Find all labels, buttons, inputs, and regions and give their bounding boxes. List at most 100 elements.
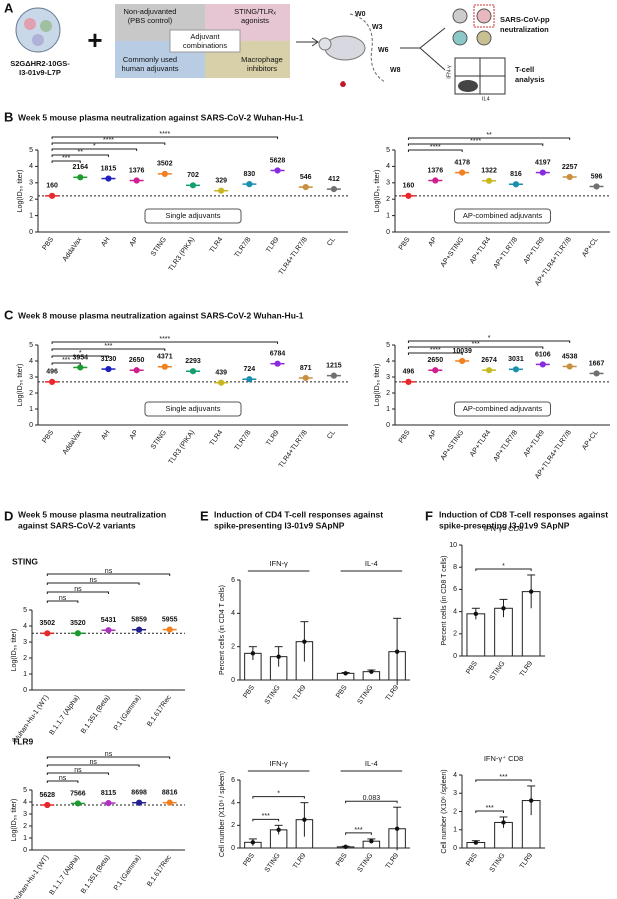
significance-label: **** <box>159 336 170 343</box>
y-tick-label: 10 <box>449 542 457 549</box>
y-axis-label: Log(ID₅₀ titer) <box>11 629 18 672</box>
legend-box-label: AP-combined adjuvants <box>463 211 542 220</box>
label: W6 <box>378 47 389 54</box>
x-tick-label: TLR3 (PIKA) <box>168 429 196 466</box>
significance-bracket <box>51 341 279 344</box>
value-label: 3520 <box>70 620 86 627</box>
y-axis-label: Log(ID₅₀ titer) <box>17 364 24 407</box>
value-label: 2293 <box>185 358 201 365</box>
section-title: spike-presenting I3-01v9 SApNP <box>439 520 570 530</box>
dot <box>218 187 225 194</box>
significance-bracket <box>46 764 140 767</box>
x-tick-label: TLR9 <box>265 429 281 447</box>
group-label: IL-4 <box>365 559 378 568</box>
y-tick-label: 5 <box>23 787 27 794</box>
x-tick-label: Wuhan-Hu-1 (WT) <box>12 854 50 899</box>
y-tick-label: 6 <box>453 586 457 593</box>
legend-box <box>144 401 242 417</box>
y-tick-label: 4 <box>29 358 33 365</box>
value-label: 3130 <box>101 356 117 363</box>
value-label: 816 <box>510 171 522 178</box>
label: T-cell <box>515 65 534 74</box>
dot <box>539 169 546 176</box>
dot <box>105 799 112 807</box>
dot <box>189 368 197 375</box>
value-label: 871 <box>300 365 312 372</box>
x-tick-label: TLR9 <box>385 684 401 702</box>
dot <box>539 361 546 368</box>
x-tick-label: AP <box>427 429 438 441</box>
y-axis-label: Log(ID₅₀ titer) <box>374 364 381 407</box>
value-label: 8698 <box>131 790 147 797</box>
x-tick-label: AH <box>100 236 111 248</box>
y-tick-label: 3 <box>386 374 390 381</box>
y-axis-label: Cell number (X10⁶ /spleen) <box>441 769 448 853</box>
group-label: IFN-γ <box>269 759 288 768</box>
y-tick-label: 3 <box>29 374 33 381</box>
y-tick-label: 5 <box>29 147 33 154</box>
significance-bracket <box>252 796 305 799</box>
dot <box>274 360 281 367</box>
value-label: 2674 <box>481 357 497 364</box>
y-tick-label: 1 <box>29 212 33 219</box>
arrow <box>400 27 446 71</box>
label: agonists <box>241 16 269 25</box>
x-tick-label: PBS <box>242 684 256 700</box>
significance-label: **** <box>103 137 114 144</box>
y-tick-label: 2 <box>386 390 390 397</box>
label: W3 <box>372 24 383 31</box>
significance-bracket <box>51 160 81 163</box>
label: STING/TLRₓ <box>234 7 276 16</box>
x-tick-label: PBS <box>335 852 349 868</box>
dot <box>459 357 466 365</box>
significance-label: * <box>488 335 491 342</box>
significance-label: *** <box>104 343 112 350</box>
x-tick-label: AP+TLR4 <box>469 429 492 458</box>
panel-letter: E <box>200 508 209 523</box>
dot <box>528 798 534 803</box>
x-tick-label: P.1 (Gamma) <box>113 854 142 892</box>
dot <box>485 177 493 184</box>
dot <box>512 366 520 373</box>
dot <box>394 649 400 654</box>
x-tick-label: PBS <box>465 660 479 676</box>
dot <box>343 671 348 676</box>
y-tick-label: 2 <box>386 196 390 203</box>
x-tick-label: AP+TLR4 <box>469 236 492 265</box>
x-tick-label: CL <box>326 236 337 247</box>
dot <box>432 367 439 374</box>
value-label: 3954 <box>72 354 88 361</box>
value-label: 7566 <box>70 790 86 797</box>
virus-icons <box>452 4 495 46</box>
significance-label: **** <box>430 144 441 151</box>
significance-label: * <box>502 563 505 570</box>
dot <box>566 363 573 370</box>
dot <box>369 669 374 674</box>
label: analysis <box>515 75 545 84</box>
significance-bracket <box>51 148 138 151</box>
dot <box>369 839 374 844</box>
x-tick-label: PBS <box>41 236 55 252</box>
x-tick-label: B.1.617Rec <box>146 694 173 728</box>
x-tick-label: AP+CL <box>581 236 600 258</box>
x-tick-label: TLR9 <box>265 236 281 254</box>
y-tick-label: 4 <box>453 772 457 779</box>
significance-label: *** <box>499 774 507 781</box>
dot <box>566 173 573 181</box>
dot <box>246 181 253 188</box>
dot <box>105 175 112 182</box>
x-tick-label: AP+TLR9 <box>523 236 546 265</box>
y-tick-label: 0 <box>23 687 27 694</box>
value-label: 830 <box>244 171 256 178</box>
label: Non-adjuvanted <box>124 7 177 16</box>
y-tick-label: 6 <box>231 777 235 784</box>
x-tick-label: TLR4+TLR7/8 <box>278 429 309 469</box>
significance-label: **** <box>159 131 170 138</box>
y-tick-label: 4 <box>453 608 457 615</box>
significance-bracket <box>51 362 81 365</box>
x-tick-label: TLR3 (PIKA) <box>168 236 196 273</box>
x-tick-label: AP+STING <box>440 429 466 462</box>
x-tick-label: STING <box>264 684 282 706</box>
subtitle: TLR9 <box>12 736 34 746</box>
significance-bracket <box>407 352 463 355</box>
